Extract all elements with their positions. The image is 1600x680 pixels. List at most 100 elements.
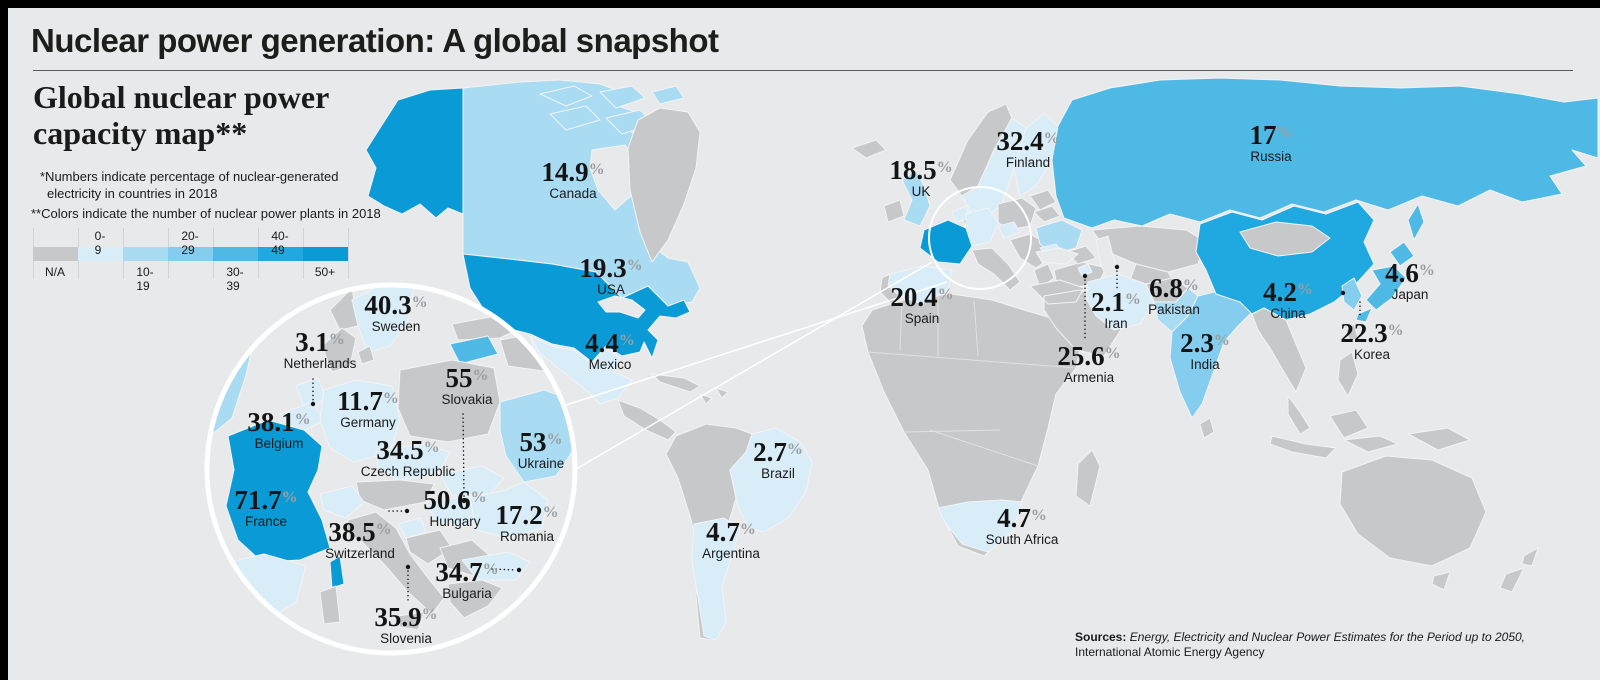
country-name-germany: Germany xyxy=(340,415,396,430)
percent-icon: % xyxy=(328,331,345,348)
map-label-russia: 17% Russia xyxy=(1250,120,1293,164)
country-alaska-usa xyxy=(365,87,464,219)
legend-swatch-na xyxy=(33,247,78,261)
value-usa: 19.3 xyxy=(579,253,627,283)
inset-croatia xyxy=(405,529,453,565)
value-finland: 32.4 xyxy=(996,126,1044,156)
left-frame-bar xyxy=(0,0,8,680)
map-label-finland: 32.4% Finland xyxy=(996,126,1059,170)
map-label-japan: 4.6% Japan xyxy=(1385,258,1435,302)
country-name-uk: UK xyxy=(911,184,931,199)
black-sea xyxy=(1035,247,1079,265)
country-name-mexico: Mexico xyxy=(588,357,632,372)
inset-label-netherlands: 3.1% Netherlands xyxy=(284,327,357,371)
value-spain: 20.4 xyxy=(890,282,938,312)
title-rule xyxy=(33,70,1573,71)
dot-slovakia xyxy=(461,498,467,504)
hudson-bay xyxy=(589,144,641,211)
sources-line2: International Atomic Energy Agency xyxy=(1075,645,1265,659)
value-russia: 17 xyxy=(1249,120,1277,150)
inset-label-romania: 17.2% Romania xyxy=(495,500,558,544)
country-name-belgium: Belgium xyxy=(254,436,304,451)
country-name-brazil: Brazil xyxy=(761,466,795,481)
landmass-central-america xyxy=(617,399,677,441)
country-name-argentina: Argentina xyxy=(702,546,760,561)
map-label-iran: 2.1% Iran xyxy=(1091,287,1141,331)
map-label-spain: 20.4% Spain xyxy=(890,282,953,326)
africa-borders xyxy=(867,296,1077,467)
legend-label-40-49: 40-49 xyxy=(271,229,289,257)
value-ukraine: 53 xyxy=(519,427,547,457)
map-label-south-africa: 4.7% South Africa xyxy=(986,503,1059,547)
sources-line1: Sources: Energy, Electricity and Nuclear… xyxy=(1075,630,1525,645)
country-russia xyxy=(1051,77,1599,229)
inset-czech-republic xyxy=(375,443,451,481)
top-frame-bar xyxy=(0,0,1600,8)
country-name-finland: Finland xyxy=(1005,155,1051,170)
dot-netherlands xyxy=(310,401,316,407)
percent-icon: % xyxy=(1387,322,1404,339)
value-sweden: 40.3 xyxy=(364,290,412,320)
sources-note: Sources: Energy, Electricity and Nuclear… xyxy=(1075,630,1525,660)
percent-icon: % xyxy=(423,439,440,456)
value-switzerland: 38.5 xyxy=(328,517,376,547)
percent-icon: % xyxy=(382,390,399,407)
percent-icon: % xyxy=(1213,332,1230,349)
country-name-canada: Canada xyxy=(549,186,597,201)
inset-france xyxy=(225,419,331,563)
country-argentina xyxy=(691,517,741,641)
inset-label-hungary: 50.6% Hungary xyxy=(423,485,486,529)
percent-icon: % xyxy=(1104,345,1121,362)
map-heading: Global nuclear power capacity map** xyxy=(33,79,329,151)
dot-japan-korea xyxy=(1340,290,1346,296)
landmass-madagascar xyxy=(1075,449,1101,507)
legend-swatch-row xyxy=(33,247,348,261)
inset-label-slovenia: 35.9% Slovenia xyxy=(374,602,437,646)
inset-ukraine xyxy=(499,389,575,483)
landmass-philippines xyxy=(1337,351,1359,397)
country-france xyxy=(919,219,973,265)
percent-icon: % xyxy=(1043,130,1060,147)
value-slovenia: 35.9 xyxy=(374,602,422,632)
percent-icon: % xyxy=(472,367,489,384)
legend-label-50plus: 50+ xyxy=(314,265,336,279)
country-name-pakistan: Pakistan xyxy=(1148,302,1200,317)
value-slovakia: 55 xyxy=(445,363,473,393)
country-name-china: China xyxy=(1270,306,1306,321)
landmass-ireland xyxy=(883,199,905,223)
value-brazil: 2.7 xyxy=(753,437,787,467)
value-romania: 17.2 xyxy=(495,500,543,530)
inset-greece xyxy=(447,579,503,619)
map-label-armenia: 25.6% Armenia xyxy=(1057,341,1120,385)
landmass-greece xyxy=(1033,263,1055,289)
percent-icon: % xyxy=(1030,507,1047,524)
landmass-caucasus xyxy=(1065,245,1097,265)
value-japan: 4.6 xyxy=(1385,258,1419,288)
percent-icon: % xyxy=(936,159,953,176)
inset-label-belgium: 38.1% Belgium xyxy=(247,407,310,451)
landmass-caribbean xyxy=(651,373,729,405)
map-label-brazil: 2.7% Brazil xyxy=(753,437,803,481)
country-name-hungary: Hungary xyxy=(429,514,481,529)
country-ukraine-main xyxy=(1035,219,1083,255)
dot-iran xyxy=(1114,264,1120,270)
value-china: 4.2 xyxy=(1263,277,1297,307)
leader-bulgaria xyxy=(491,568,516,571)
footnote-percentages: *Numbers indicate percentage of nuclear-… xyxy=(40,168,338,202)
inset-slovenia xyxy=(397,517,427,539)
landmass-sri-lanka xyxy=(1199,417,1215,439)
page-title: Nuclear power generation: A global snaps… xyxy=(31,22,719,59)
inset-label-slovakia: 55% Slovakia xyxy=(441,363,492,407)
percent-icon: % xyxy=(546,431,563,448)
landmass-italy xyxy=(971,247,1021,291)
europe-highlight-ring xyxy=(928,186,1032,290)
inset-label-bulgaria: 34.7% Bulgaria xyxy=(435,557,498,601)
inset-italy xyxy=(345,511,445,615)
landmass-mongolia xyxy=(1239,221,1331,257)
inset-label-germany: 11.7% Germany xyxy=(337,386,399,430)
country-uk xyxy=(901,169,931,227)
value-canada: 14.9 xyxy=(541,157,589,187)
landmass-greenland xyxy=(627,107,701,263)
landmass-australia xyxy=(1339,455,1487,591)
